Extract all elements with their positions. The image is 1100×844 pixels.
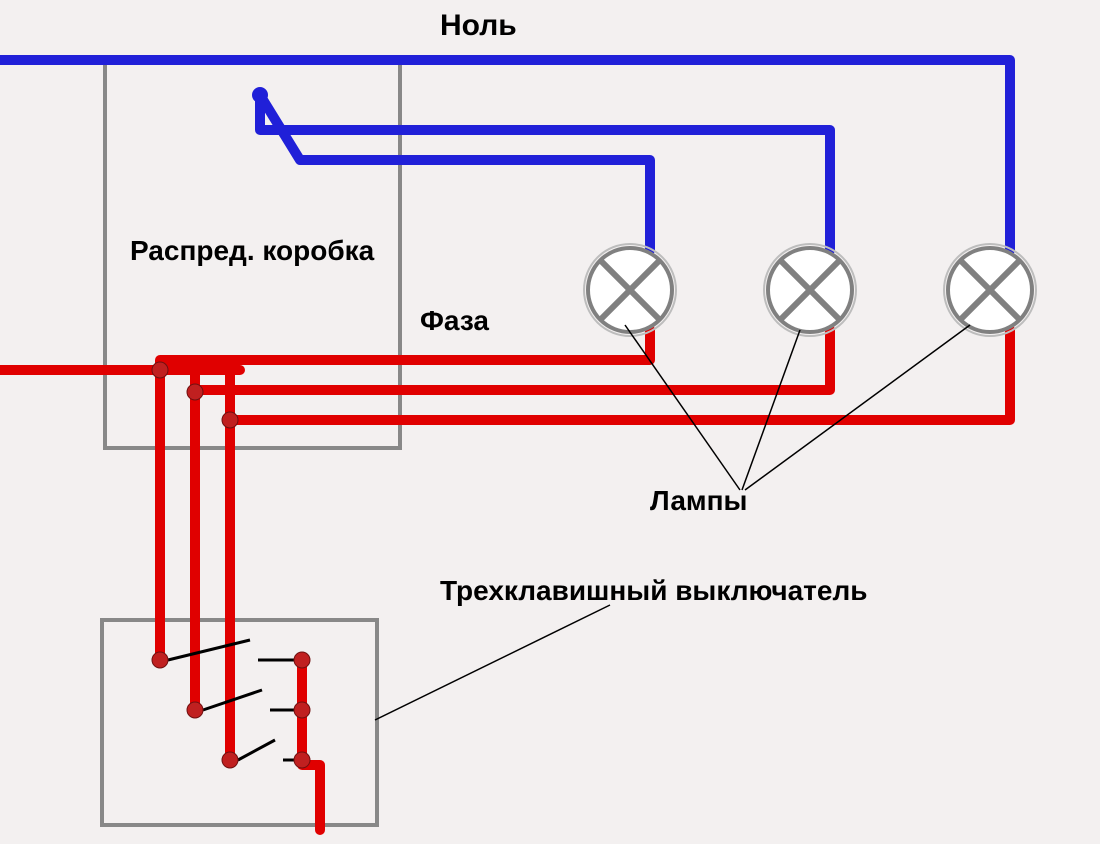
phase-node <box>294 752 310 768</box>
phase-node <box>152 362 168 378</box>
label-junction-box: Распред. коробка <box>130 235 375 266</box>
wiring-diagram: Ноль Распред. коробка Фаза Лампы Трехкла… <box>0 0 1100 844</box>
neutral-junction-node <box>252 87 268 103</box>
lamps-group <box>584 244 1036 336</box>
label-lamps: Лампы <box>650 485 747 516</box>
phase-node <box>222 412 238 428</box>
label-neutral: Ноль <box>440 9 517 42</box>
phase-node <box>222 752 238 768</box>
label-phase: Фаза <box>420 305 489 336</box>
phase-node <box>294 702 310 718</box>
phase-node <box>187 384 203 400</box>
phase-node <box>152 652 168 668</box>
phase-node <box>187 702 203 718</box>
label-switch: Трехклавишный выключатель <box>440 575 867 606</box>
phase-node <box>294 652 310 668</box>
